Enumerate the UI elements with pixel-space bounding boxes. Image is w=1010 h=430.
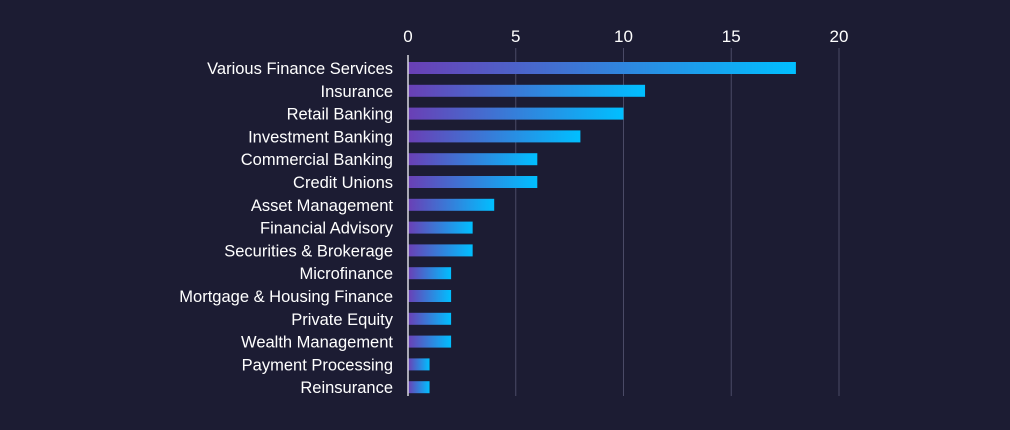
category-label: Credit Unions [293, 174, 393, 192]
bar [408, 312, 452, 325]
bar [408, 198, 495, 211]
bar [408, 244, 473, 257]
bar [408, 358, 430, 371]
bar [408, 130, 581, 143]
category-label: Asset Management [251, 197, 394, 215]
category-label: Insurance [321, 83, 393, 101]
bar [408, 153, 538, 166]
bar [408, 176, 538, 188]
x-tick-label: 15 [722, 27, 741, 46]
x-axis-ticks: 0 5 10 15 20 [403, 27, 848, 46]
category-label: Mortgage & Housing Finance [179, 288, 393, 306]
bar [408, 107, 624, 120]
category-label: Payment Processing [242, 356, 393, 374]
category-label: Commercial Banking [241, 151, 393, 169]
bar [408, 221, 473, 234]
category-label: Retail Banking [287, 106, 393, 124]
category-label: Various Finance Services [207, 60, 393, 78]
bar [408, 381, 430, 394]
gridlines [515, 48, 840, 396]
category-label: Wealth Management [241, 334, 393, 352]
bar [408, 267, 452, 280]
x-tick-label: 20 [830, 27, 849, 46]
category-label: Financial Advisory [260, 220, 394, 238]
category-label: Reinsurance [300, 379, 393, 397]
x-tick-label: 5 [511, 27, 520, 46]
bars [408, 62, 796, 394]
x-tick-label: 10 [614, 27, 633, 46]
category-label: Microfinance [299, 265, 393, 283]
bar [408, 335, 452, 348]
bar [408, 84, 646, 97]
category-label: Investment Banking [248, 128, 393, 146]
bar [408, 290, 452, 302]
category-label: Securities & Brokerage [224, 242, 393, 260]
category-label: Private Equity [291, 311, 394, 329]
category-labels: Various Finance Services Insurance Retail … [179, 60, 393, 397]
x-tick-label: 0 [403, 27, 412, 46]
bar [408, 62, 796, 74]
